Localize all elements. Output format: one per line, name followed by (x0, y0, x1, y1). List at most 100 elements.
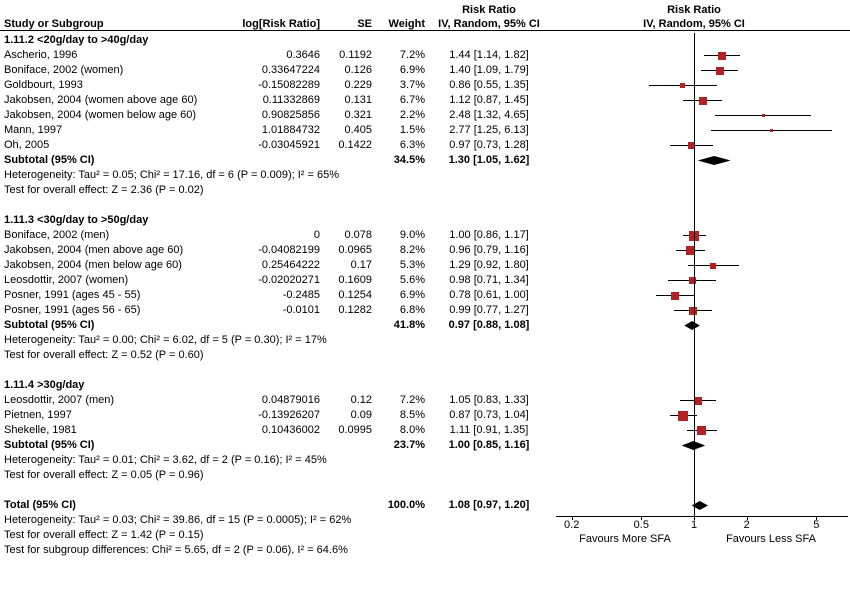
pooled-diamond (684, 321, 700, 330)
subtotal-row-weight: 34.5% (393, 154, 425, 166)
study-row-label: Oh, 2005 (4, 139, 50, 151)
effect-square (686, 246, 696, 255)
study-row-log-rr: -0.13926207 (258, 409, 320, 421)
study-row-weight: 6.9% (399, 289, 425, 301)
axis-tick (816, 516, 818, 520)
study-row-label: Posner, 1991 (ages 56 - 65) (4, 304, 141, 316)
study-row-weight: 3.7% (399, 79, 425, 91)
effect-square (715, 66, 724, 75)
study-row-se: 0.131 (344, 94, 372, 106)
heterogeneity-note: Heterogeneity: Tau² = 0.01; Chi² = 3.62,… (4, 454, 327, 466)
heterogeneity-note: Heterogeneity: Tau² = 0.03; Chi² = 39.86… (4, 514, 352, 526)
study-row-weight: 8.0% (399, 424, 425, 436)
study-row-log-rr: 1.01884732 (261, 124, 320, 136)
subtotal-row-weight: 41.8% (393, 319, 425, 331)
study-row-label: Jakobsen, 2004 (men below age 60) (4, 259, 182, 271)
pooled-diamond (697, 156, 731, 165)
study-row-weight: 5.6% (399, 274, 425, 286)
axis-tick-label: 0.2 (564, 519, 580, 531)
axis-label-favours-left: Favours More SFA (579, 533, 671, 545)
axis-tick-label: 5 (813, 519, 820, 531)
study-row-ci: 1.11 [0.91, 1.35] (449, 424, 529, 436)
effect-square (680, 83, 685, 88)
pooled-diamond (681, 441, 706, 450)
study-row-log-rr: 0.90825856 (261, 109, 320, 121)
overall-effect-note: Test for overall effect: Z = 0.05 (P = 0… (4, 469, 204, 481)
effect-square (698, 96, 707, 105)
study-row-label: Jakobsen, 2004 (men above age 60) (4, 244, 184, 256)
study-row-se: 0.405 (344, 124, 372, 136)
subtotal-row-label: Subtotal (95% CI) (4, 154, 95, 166)
study-row-se: 0.1609 (338, 274, 372, 286)
effect-square (688, 142, 696, 149)
study-row-se: 0.1282 (338, 304, 372, 316)
x-axis-line (556, 516, 848, 517)
axis-tick-label: 1 (690, 519, 698, 531)
study-row-ci: 1.44 [1.14, 1.82] (449, 49, 529, 61)
effect-square (769, 129, 773, 132)
study-row-log-rr: -0.0101 (282, 304, 320, 316)
study-row-ci: 0.86 [0.55, 1.35] (449, 79, 529, 91)
effect-square (678, 410, 689, 421)
study-row-ci: 0.98 [0.71, 1.34] (449, 274, 529, 286)
study-row-se: 0.1254 (338, 289, 372, 301)
column-header-effect-ci: IV, Random, 95% CI (438, 18, 540, 30)
study-row-se: 0.229 (344, 79, 372, 91)
study-row-weight: 5.3% (399, 259, 425, 271)
study-row-se: 0.12 (350, 394, 372, 406)
total-row-weight: 100.0% (387, 499, 425, 511)
study-row-label: Jakobsen, 2004 (women below age 60) (4, 109, 197, 121)
column-header-log-risk-ratio: log[Risk Ratio] (242, 18, 320, 30)
axis-tick (641, 516, 643, 520)
axis-tick (694, 516, 695, 520)
study-row-log-rr: -0.03045921 (258, 139, 320, 151)
study-row-label: Goldbourt, 1993 (4, 79, 83, 91)
column-header-study: Study or Subgroup (4, 18, 104, 30)
study-row-log-rr: -0.15082289 (258, 79, 320, 91)
study-row-log-rr: 0.25464222 (261, 259, 320, 271)
study-row-weight: 9.0% (399, 229, 425, 241)
subtotal-row-ci: 1.30 [1.05, 1.62] (448, 154, 530, 166)
study-row-se: 0.0995 (338, 424, 372, 436)
subtotal-row-label: Subtotal (95% CI) (4, 439, 95, 451)
study-row-log-rr: -0.02020271 (258, 274, 320, 286)
column-header-se: SE (357, 18, 372, 30)
overall-effect-note: Test for overall effect: Z = 0.52 (P = 0… (4, 349, 204, 361)
study-row-se: 0.321 (344, 109, 372, 121)
subgroup-heading: 1.11.3 <30g/day to >50g/day (4, 214, 149, 226)
study-row-weight: 1.5% (399, 124, 425, 136)
study-row-se: 0.1422 (338, 139, 372, 151)
study-row-log-rr: 0.04879016 (261, 394, 320, 406)
study-row-se: 0.0965 (338, 244, 372, 256)
study-row-ci: 1.12 [0.87, 1.45] (449, 94, 529, 106)
study-row-label: Boniface, 2002 (men) (4, 229, 110, 241)
effect-square (761, 114, 765, 117)
study-row-ci: 1.29 [0.92, 1.80] (449, 259, 529, 271)
axis-tick (571, 516, 573, 520)
subtotal-row-ci: 0.97 [0.88, 1.08] (448, 319, 530, 331)
study-row-se: 0.078 (344, 229, 372, 241)
effect-column-title: Risk Ratio (462, 4, 516, 16)
study-row-weight: 6.3% (399, 139, 425, 151)
study-row-weight: 6.8% (399, 304, 425, 316)
study-row-ci: 0.87 [0.73, 1.04] (449, 409, 529, 421)
study-row-se: 0.126 (344, 64, 372, 76)
study-row-log-rr: 0.3646 (286, 49, 320, 61)
effect-square (697, 426, 707, 435)
study-row-label: Shekelle, 1981 (4, 424, 77, 436)
effect-square (717, 51, 726, 60)
study-row-label: Pietnen, 1997 (4, 409, 72, 421)
study-row-weight: 6.9% (399, 64, 425, 76)
study-row-log-rr: -0.04082199 (258, 244, 320, 256)
total-row-ci: 1.08 [0.97, 1.20] (448, 499, 530, 511)
subtotal-row-weight: 23.7% (393, 439, 425, 451)
study-row-ci: 0.96 [0.79, 1.16] (449, 244, 529, 256)
subtotal-row-ci: 1.00 [0.85, 1.16] (448, 439, 530, 451)
effect-square (693, 396, 702, 405)
column-header-plot-ci: IV, Random, 95% CI (643, 18, 745, 30)
study-row-se: 0.1192 (339, 49, 372, 61)
pooled-diamond (691, 501, 708, 510)
study-row-log-rr: -0.2485 (282, 289, 320, 301)
